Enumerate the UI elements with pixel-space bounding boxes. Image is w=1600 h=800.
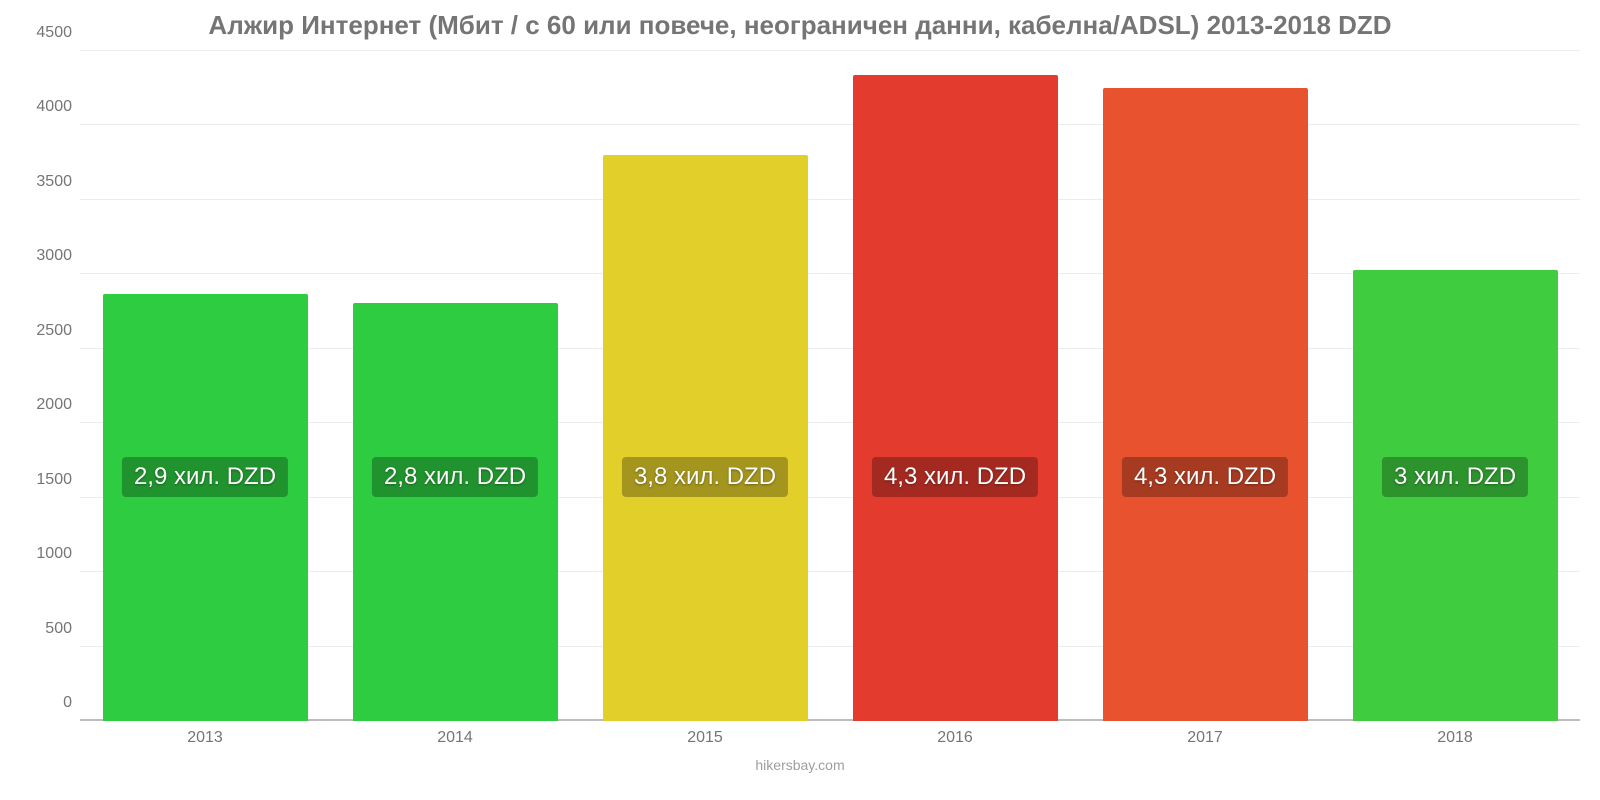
y-axis: 050010001500200025003000350040004500 xyxy=(20,51,80,721)
x-tick-label: 2013 xyxy=(80,729,330,747)
x-tick-label: 2017 xyxy=(1080,729,1330,747)
chart-container: Алжир Интернет (Мбит / с 60 или повече, … xyxy=(0,0,1600,800)
y-tick-label: 0 xyxy=(63,694,72,712)
bar: 4,3 хил. DZD xyxy=(853,75,1058,721)
bar: 2,9 хил. DZD xyxy=(103,294,308,721)
bar: 3,8 хил. DZD xyxy=(603,155,808,721)
y-tick-label: 500 xyxy=(45,620,72,638)
bar-value-label: 2,9 хил. DZD xyxy=(122,457,288,497)
bar-slot: 4,3 хил. DZD xyxy=(830,51,1080,721)
bar-value-label: 3,8 хил. DZD xyxy=(622,457,788,497)
x-axis: 201320142015201620172018 xyxy=(80,729,1580,747)
x-tick-label: 2015 xyxy=(580,729,830,747)
bar: 2,8 хил. DZD xyxy=(353,303,558,721)
y-tick-label: 3500 xyxy=(36,173,72,191)
y-tick-label: 2500 xyxy=(36,322,72,340)
bar-slot: 2,9 хил. DZD xyxy=(80,51,330,721)
attribution-text: hikersbay.com xyxy=(20,757,1580,773)
bar-slot: 3 хил. DZD xyxy=(1330,51,1580,721)
x-tick-label: 2018 xyxy=(1330,729,1580,747)
bar-slot: 4,3 хил. DZD xyxy=(1080,51,1330,721)
y-tick-label: 1000 xyxy=(36,545,72,563)
bar-value-label: 3 хил. DZD xyxy=(1382,457,1528,497)
bar-slot: 3,8 хил. DZD xyxy=(580,51,830,721)
x-tick-label: 2016 xyxy=(830,729,1080,747)
bars-group: 2,9 хил. DZD 2,8 хил. DZD 3,8 хил. DZD 4,3 … xyxy=(80,51,1580,721)
bar-value-label: 4,3 хил. DZD xyxy=(1122,457,1288,497)
bar: 4,3 хил. DZD xyxy=(1103,88,1308,721)
chart-title: Алжир Интернет (Мбит / с 60 или повече, … xyxy=(20,10,1580,41)
plot-area: 050010001500200025003000350040004500 2,9… xyxy=(20,51,1580,721)
y-tick-label: 3000 xyxy=(36,247,72,265)
bar-value-label: 2,8 хил. DZD xyxy=(372,457,538,497)
x-tick-label: 2014 xyxy=(330,729,580,747)
bar-value-label: 4,3 хил. DZD xyxy=(872,457,1038,497)
y-tick-label: 4500 xyxy=(36,24,72,42)
bar: 3 хил. DZD xyxy=(1353,270,1558,721)
bar-slot: 2,8 хил. DZD xyxy=(330,51,580,721)
y-tick-label: 2000 xyxy=(36,396,72,414)
y-tick-label: 4000 xyxy=(36,98,72,116)
y-tick-label: 1500 xyxy=(36,471,72,489)
